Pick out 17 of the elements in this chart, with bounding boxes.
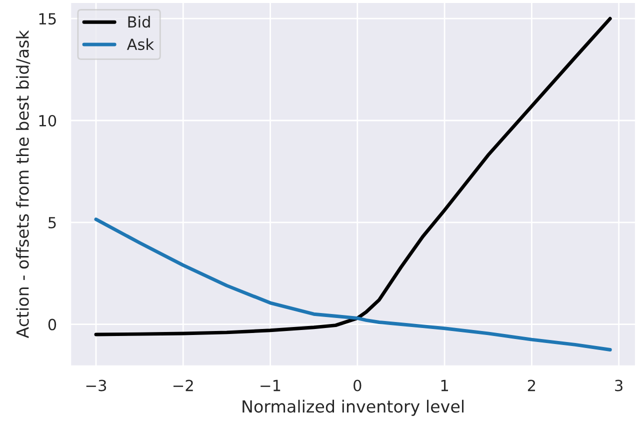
x-axis-title: Normalized inventory level <box>242 400 464 416</box>
y-tick-label: 10 <box>39 114 56 127</box>
legend-label: Bid <box>128 16 150 28</box>
y-tick-label: 15 <box>39 13 56 25</box>
x-tick-label: 0 <box>354 380 362 392</box>
line-series <box>94 218 612 352</box>
x-tick-label: −3 <box>86 380 106 392</box>
y-axis-title: Action - offsets from the best bid/ask <box>16 30 30 338</box>
y-tick-label: 5 <box>48 217 56 228</box>
x-tick-label: −2 <box>173 380 193 392</box>
y-tick-label: 0 <box>48 318 56 330</box>
x-tick-label: −1 <box>260 380 280 392</box>
x-tick-label: 2 <box>528 380 536 392</box>
x-tick-label: 1 <box>441 380 448 392</box>
legend-label: Ask <box>126 38 154 50</box>
x-tick-label: 3 <box>615 380 622 392</box>
line-series <box>94 16 612 336</box>
